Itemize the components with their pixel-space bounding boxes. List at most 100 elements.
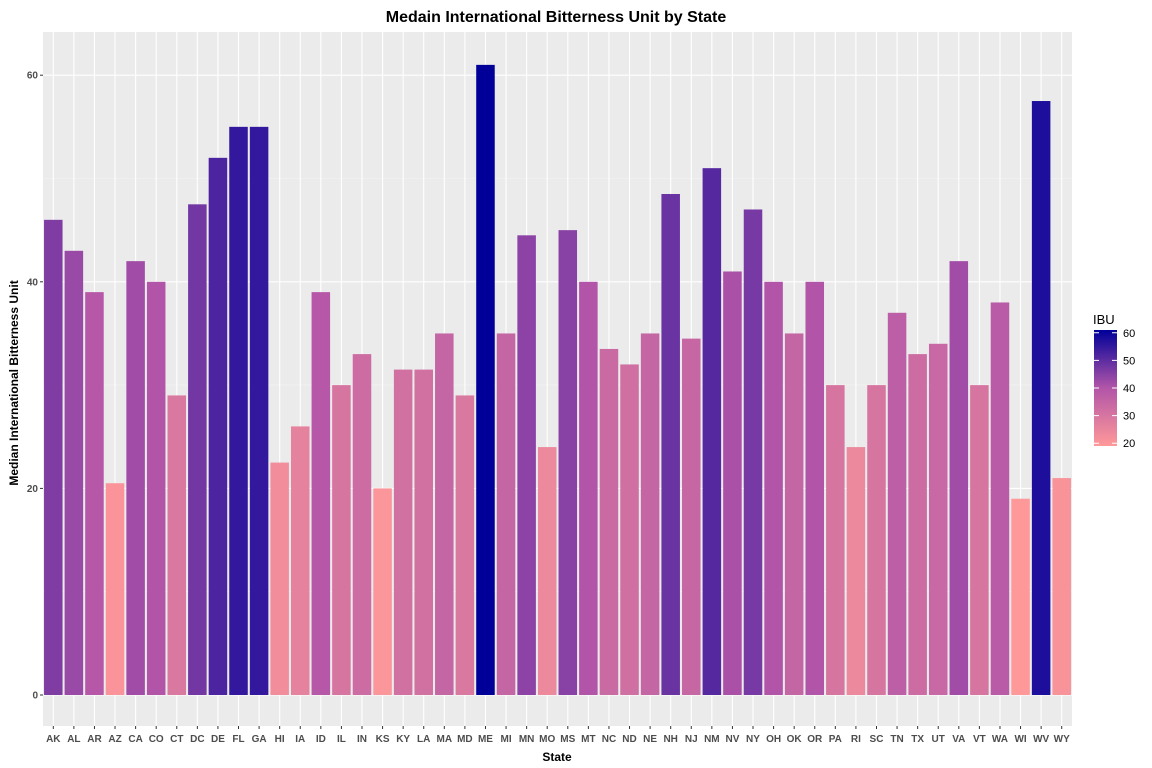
x-tick-label: FL <box>232 734 244 745</box>
x-tick-label: VA <box>952 734 965 745</box>
bar-mt <box>579 281 598 695</box>
bar-ar <box>85 292 104 695</box>
x-tick-label: IN <box>357 734 367 745</box>
x-tick-label: AK <box>46 734 61 745</box>
x-tick-label: MO <box>539 734 555 745</box>
bar-mo <box>537 447 557 695</box>
bar-ma <box>435 333 454 695</box>
x-tick-label: SC <box>870 734 884 745</box>
bar-az <box>105 483 125 695</box>
bar-sc <box>867 385 886 695</box>
x-tick-label: MI <box>500 734 511 745</box>
x-tick-label: ND <box>622 734 636 745</box>
x-tick-label: NC <box>602 734 616 745</box>
x-tick-label: WV <box>1033 734 1049 745</box>
y-tick-label: 0 <box>32 691 38 702</box>
legend-colorbar <box>1094 330 1117 446</box>
x-tick-label: MT <box>581 734 595 745</box>
bar-nc <box>599 348 619 695</box>
x-tick-label: NJ <box>685 734 698 745</box>
bar-ct <box>167 395 187 695</box>
bar-ut <box>928 343 948 695</box>
x-tick-label: WY <box>1054 734 1070 745</box>
x-tick-label: NE <box>643 734 657 745</box>
color-legend: IBU 20 30 40 50 60 <box>1093 312 1135 450</box>
x-tick-label: HI <box>275 734 285 745</box>
bar-id <box>311 292 331 695</box>
x-tick-label: AR <box>87 734 102 745</box>
bar-tx <box>908 354 927 695</box>
x-tick-label: TX <box>911 734 924 745</box>
y-tick-labels: 0 20 40 60 <box>27 71 43 702</box>
bar-al <box>64 250 84 695</box>
y-tick-label: 60 <box>27 71 39 82</box>
x-tick-label: DC <box>190 734 204 745</box>
legend-tick-label: 50 <box>1123 355 1135 367</box>
x-tick-label: ID <box>316 734 326 745</box>
legend-title: IBU <box>1093 312 1115 327</box>
bar-ne <box>640 333 660 695</box>
bar-in <box>352 354 372 695</box>
bar-ga <box>249 126 269 696</box>
x-tick-label: WA <box>992 734 1008 745</box>
bar-co <box>146 281 166 695</box>
x-tick-label: MS <box>560 734 575 745</box>
x-tick-label: NV <box>725 734 739 745</box>
bar-tn <box>887 312 907 695</box>
x-tick-label: UT <box>932 734 945 745</box>
bar-dc <box>188 204 207 695</box>
bar-vt <box>970 385 989 695</box>
x-tick-label: TN <box>890 734 903 745</box>
bar-pa <box>826 385 845 695</box>
x-tick-label: PA <box>829 734 842 745</box>
x-tick-label: CA <box>128 734 142 745</box>
bars <box>44 64 1071 696</box>
bar-wa <box>990 302 1010 695</box>
bar-me <box>476 64 495 696</box>
bar-ny <box>743 209 763 696</box>
legend-tick-label: 30 <box>1123 411 1135 423</box>
bar-wv <box>1031 101 1051 695</box>
bar-ia <box>290 426 310 695</box>
bar-ak <box>44 219 63 695</box>
x-tick-label: AZ <box>108 734 121 745</box>
x-tick-label: CT <box>170 734 183 745</box>
bar-md <box>455 395 475 695</box>
bar-ky <box>393 369 413 695</box>
legend-ticks: 20 30 40 50 60 <box>1094 328 1135 450</box>
bar-va <box>949 261 969 695</box>
x-tick-label: OK <box>787 734 803 745</box>
bar-ks <box>373 488 392 695</box>
bar-mi <box>496 333 516 695</box>
x-tick-label: ME <box>478 734 493 745</box>
x-tick-label: AL <box>67 734 80 745</box>
x-tick-label: VT <box>973 734 986 745</box>
x-tick-label: MN <box>519 734 535 745</box>
y-axis-title: Median International Bitterness Unit <box>7 280 21 485</box>
x-tick-label: MA <box>437 734 453 745</box>
x-tick-label: OH <box>766 734 781 745</box>
x-tick-label: NY <box>746 734 760 745</box>
x-tick-label: IA <box>295 734 305 745</box>
x-tick-label: CO <box>149 734 164 745</box>
bar-il <box>332 385 351 695</box>
bar-nd <box>620 364 639 695</box>
bar-nj <box>682 338 701 695</box>
x-tick-label: IL <box>337 734 346 745</box>
bar-hi <box>270 462 289 695</box>
bar-nv <box>723 271 742 695</box>
bar-ri <box>846 447 866 695</box>
x-tick-label: DE <box>211 734 225 745</box>
bar-ms <box>558 230 578 695</box>
x-tick-label: WI <box>1014 734 1026 745</box>
x-tick-label: LA <box>417 734 430 745</box>
x-tick-label: OR <box>807 734 823 745</box>
y-tick-label: 20 <box>27 484 39 495</box>
chart-title: Medain International Bitterness Unit by … <box>386 9 727 26</box>
bar-wi <box>1011 498 1030 695</box>
bar-fl <box>229 126 248 696</box>
x-tick-label: KS <box>376 734 390 745</box>
bar-nh <box>661 193 680 695</box>
legend-tick-label: 60 <box>1123 328 1135 340</box>
